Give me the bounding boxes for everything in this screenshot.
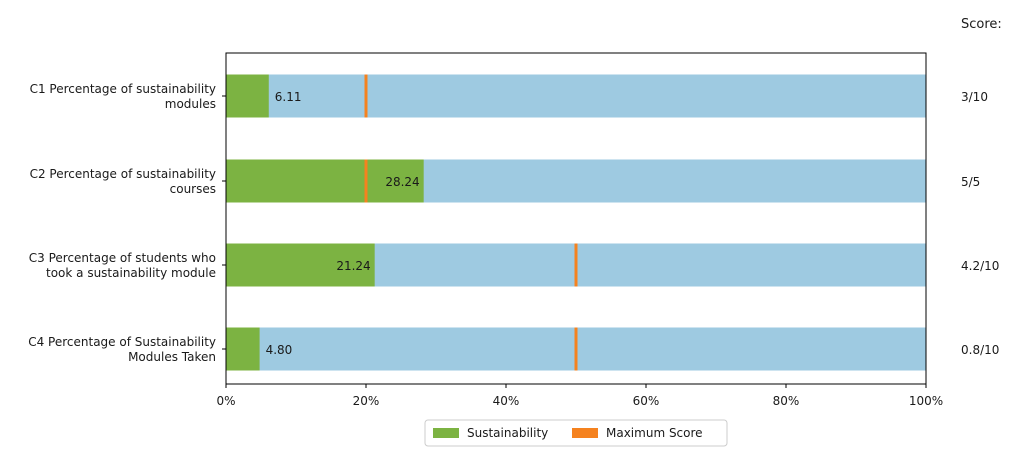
legend-label-2: Maximum Score [606, 426, 703, 440]
score-column: Score: 3/10 5/5 4.2/10 0.8/10 [961, 17, 1002, 357]
category-labels: C1 Percentage of sustainability modules C2… [28, 82, 226, 364]
x-tick-label-0: 0% [216, 394, 235, 408]
category-label-c1: C1 Percentage of sustainability modules [30, 82, 216, 111]
background-bar-c1 [226, 74, 926, 118]
legend-swatch-1 [433, 428, 459, 438]
bars-layer [226, 74, 926, 371]
score-c1: 3/10 [961, 90, 988, 104]
value-label-c4: 4.80 [266, 343, 293, 357]
category-label-c4: C4 Percentage of Sustainability Modules T… [28, 335, 216, 364]
score-c4: 0.8/10 [961, 343, 999, 357]
x-axis: 0% 20% 40% 60% 80% 100% [216, 384, 943, 408]
x-tick-label-60: 60% [633, 394, 660, 408]
legend-label-1: Sustainability [467, 426, 548, 440]
x-tick-label-80: 80% [773, 394, 800, 408]
score-c2: 5/5 [961, 175, 980, 189]
category-label-c3: C3 Percentage of students who took a sust… [29, 251, 216, 280]
x-tick-label-100: 100% [909, 394, 943, 408]
value-label-c1: 6.11 [275, 90, 302, 104]
max-score-markers [364, 74, 578, 371]
sustainability-bar-c2 [226, 159, 424, 203]
sustainability-bar-c4 [226, 327, 260, 371]
value-label-c2: 28.24 [385, 175, 419, 189]
score-header: Score: [961, 17, 1002, 32]
score-c3: 4.2/10 [961, 259, 999, 273]
sustainability-bar-c1 [226, 74, 269, 118]
x-tick-label-40: 40% [493, 394, 520, 408]
x-tick-label-20: 20% [353, 394, 380, 408]
value-labels: 6.11 28.24 21.24 4.80 [266, 90, 420, 357]
value-label-c3: 21.24 [336, 259, 370, 273]
category-label-c2: C2 Percentage of sustainability courses [30, 167, 216, 196]
legend: Sustainability Maximum Score [424, 419, 728, 447]
plot-frame [225, 52, 927, 385]
legend-swatch-2 [572, 428, 598, 438]
sustainability-bar-c3 [226, 243, 375, 287]
